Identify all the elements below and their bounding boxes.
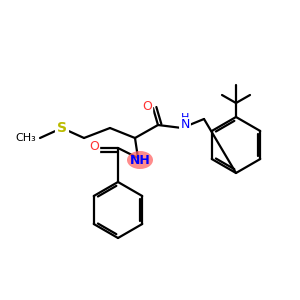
- Text: S: S: [57, 121, 67, 135]
- Text: H: H: [181, 113, 189, 123]
- Text: O: O: [142, 100, 152, 112]
- Text: CH₃: CH₃: [15, 133, 36, 143]
- Text: NH: NH: [130, 154, 150, 166]
- Ellipse shape: [127, 151, 153, 169]
- Text: O: O: [89, 140, 99, 152]
- Text: N: N: [180, 118, 190, 131]
